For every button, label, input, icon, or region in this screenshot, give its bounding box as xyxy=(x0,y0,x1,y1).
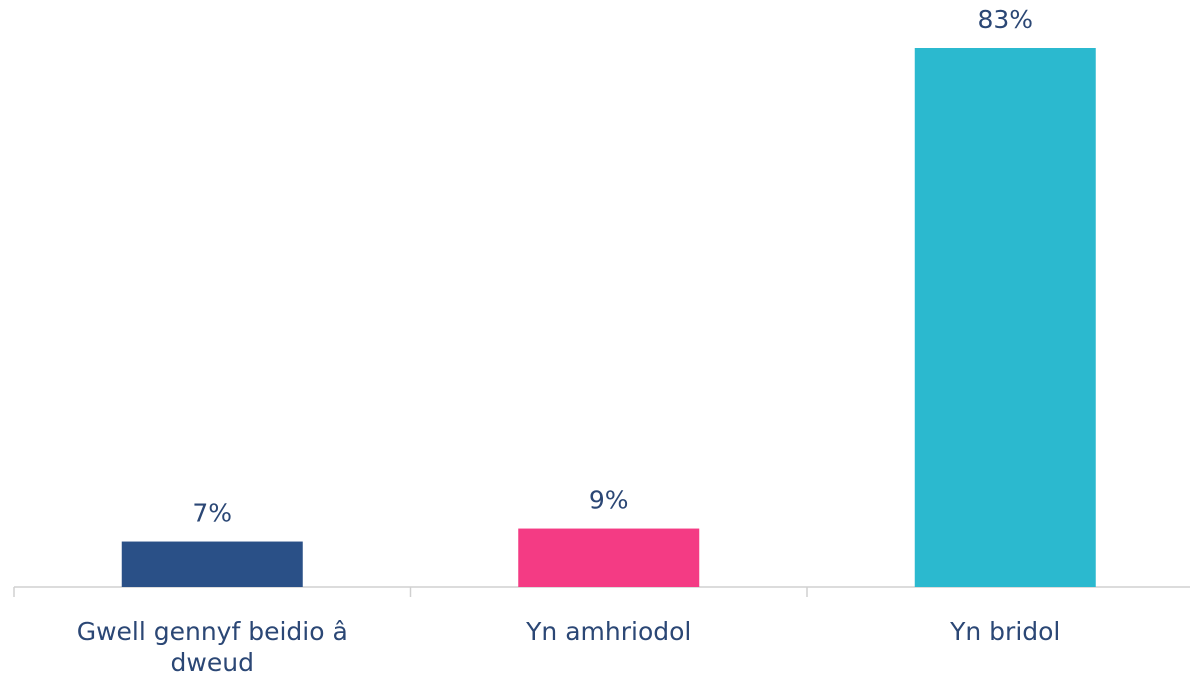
value-label: 7% xyxy=(192,499,232,528)
x-tick-label: Yn amhriodol xyxy=(525,617,691,646)
value-label: 9% xyxy=(589,486,629,515)
bar xyxy=(121,541,303,587)
label-line: Yn amhriodol xyxy=(525,617,691,646)
label-line: Yn bridol xyxy=(949,617,1060,646)
value-label: 83% xyxy=(977,5,1033,34)
label-line: Gwell gennyf beidio â xyxy=(77,617,348,646)
bar xyxy=(518,528,700,587)
x-tick-label: Yn bridol xyxy=(949,617,1060,646)
x-tick-label: Gwell gennyf beidio â dweud xyxy=(77,617,348,676)
bar xyxy=(914,48,1096,587)
label-line: dweud xyxy=(171,648,254,676)
